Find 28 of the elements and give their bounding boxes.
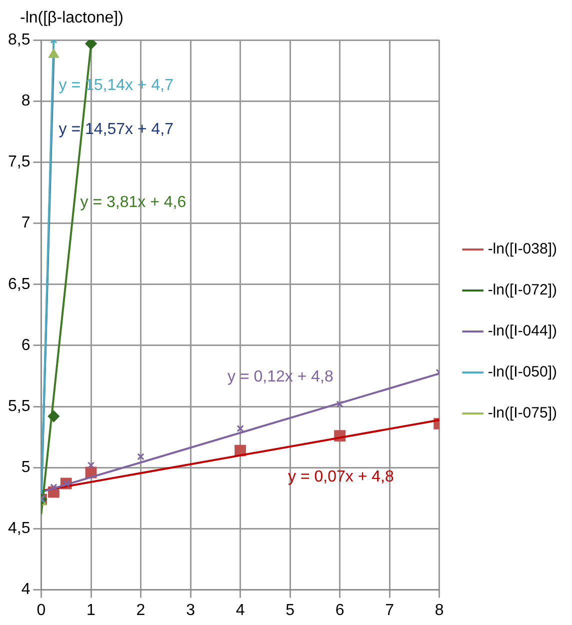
- x-tick-label: 5: [286, 602, 295, 619]
- legend-label: -ln([I-038]): [488, 240, 558, 258]
- x-tick-label: 6: [335, 602, 344, 619]
- y-tick-label: 4: [21, 581, 30, 598]
- x-tick-label: 0: [36, 602, 46, 619]
- annotation: y = 14,57x + 4,7: [58, 121, 174, 138]
- x-tick-label: 4: [236, 602, 245, 619]
- x-tick-label: 8: [434, 602, 444, 619]
- annotation: y = 0,07x + 4,8: [288, 468, 394, 486]
- legend-label: -ln([I-050]): [488, 364, 558, 381]
- y-tick-label: 8: [21, 92, 30, 110]
- legend-label: -ln([I-075]): [488, 404, 558, 422]
- legend-label: -ln([I-044]): [488, 322, 558, 340]
- x-tick-label: 1: [86, 602, 96, 619]
- y-axis-title: -ln([β-lactone]): [20, 9, 124, 26]
- x-tick-label: 2: [136, 602, 146, 619]
- y-tick-label: 4,5: [8, 520, 30, 538]
- y-tick-label: 7: [21, 214, 30, 232]
- y-tick-label: 7,5: [8, 154, 30, 171]
- y-tick-label: 6: [21, 336, 30, 354]
- y-tick-label: 6,5: [8, 276, 30, 293]
- y-tick-label: 5: [21, 459, 30, 476]
- y-tick-label: 8,5: [8, 31, 30, 48]
- annotation: y = 3,81x + 4,6: [80, 194, 186, 212]
- x-tick-label: 7: [385, 602, 394, 619]
- y-tick-label: 5,5: [8, 398, 30, 415]
- legend-label: -ln([I-072]): [488, 282, 558, 299]
- x-tick-label: 3: [186, 602, 196, 619]
